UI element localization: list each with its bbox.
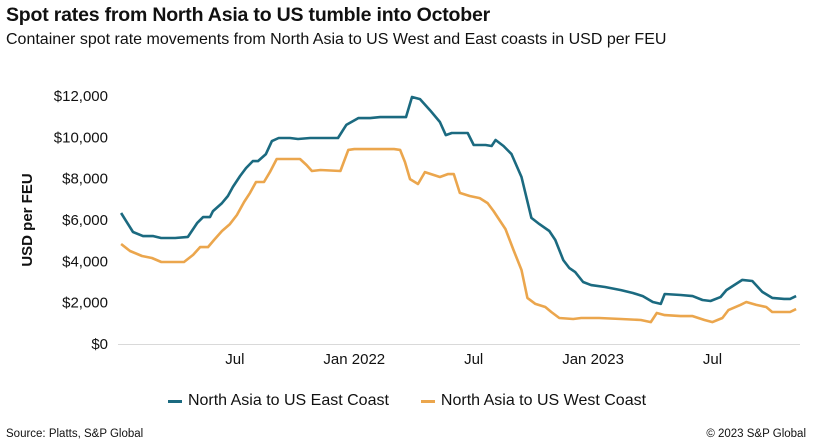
legend-swatch-west-coast [420,399,435,403]
y-tick-label: $10,000 [54,129,108,146]
x-tick-label: Jan 2022 [323,351,385,368]
chart-subtitle: Container spot rate movements from North… [6,31,667,48]
legend-swatch-east-coast [167,399,182,403]
legend-label: North Asia to US West Coast [440,392,647,409]
legend-label: North Asia to US East Coast [187,392,389,409]
y-tick-label: $12,000 [54,88,108,105]
x-tick-label: Jul [225,351,244,368]
x-tick-label: Jul [464,351,483,368]
legend-item-east-coast: North Asia to US East Coast [167,392,389,410]
chart-title: Spot rates from North Asia to US tumble … [6,4,490,26]
source-note: Source: Platts, S&P Global [6,428,144,440]
series-line-east-coast [119,95,797,306]
y-tick-label: $0 [91,336,108,353]
x-tick-label: Jul [703,351,722,368]
y-tick-label: $8,000 [62,171,108,188]
x-tick-label: Jan 2023 [562,351,624,368]
y-tick-label: $6,000 [62,212,108,229]
series-line-west-coast [120,147,797,324]
legend-item-west-coast: North Asia to US West Coast [420,392,647,410]
copyright-note: © 2023 S&P Global [706,428,806,440]
y-tick-label: $4,000 [62,253,108,270]
y-tick-label: $2,000 [62,295,108,312]
y-axis-label: USD per FEU [19,173,36,266]
legend: North Asia to US East Coast North Asia t… [0,392,814,410]
